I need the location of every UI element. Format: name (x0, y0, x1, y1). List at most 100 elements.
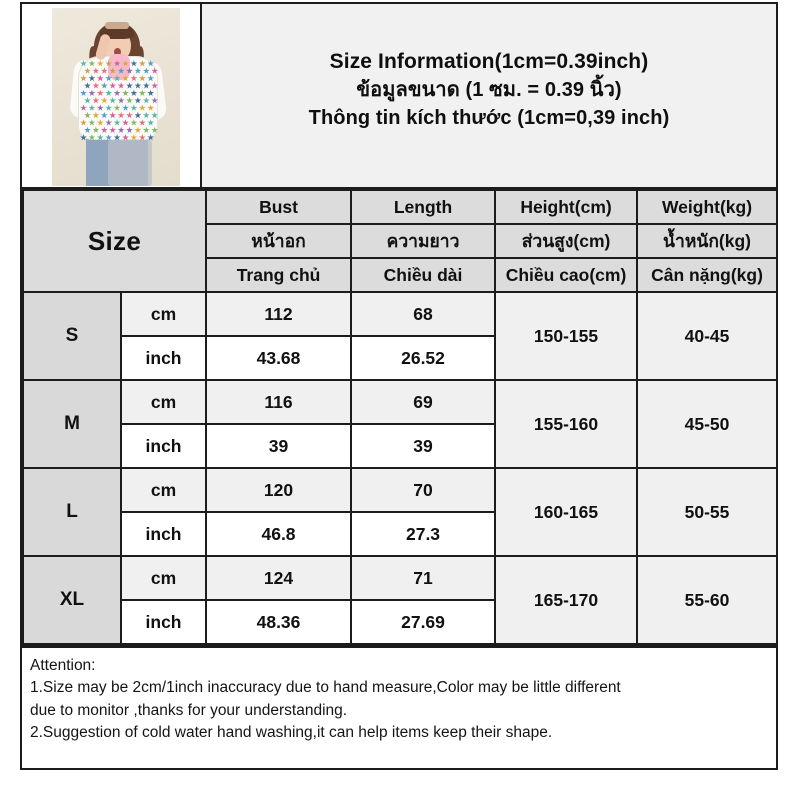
star-motif (92, 111, 100, 119)
attention-block: Attention: 1.Size may be 2cm/1inch inacc… (22, 645, 776, 784)
star-motif (84, 97, 91, 104)
table-row: inch 46.8 27.3 (23, 511, 777, 557)
star-motif (130, 74, 138, 82)
star-motif (151, 82, 159, 89)
cell-unit-inch: inch (119, 511, 208, 557)
model-skirt-lace (108, 138, 152, 186)
cell-bust-cm: 112 (205, 291, 353, 337)
table-header-row-th: หน้าอก ความยาว ส่วนสูง(cm) น้ำหนัก(kg) (23, 223, 779, 259)
cell-length-inch: 39 (350, 423, 497, 469)
cell-bust-inch: 39 (205, 423, 353, 469)
header-length-vi: Chiều dài (350, 257, 497, 293)
cell-bust-inch: 43.68 (205, 335, 353, 381)
header-height-en: Height(cm) (494, 189, 639, 225)
product-photo-cell (22, 4, 202, 187)
star-motif (117, 126, 125, 133)
cell-length-cm: 69 (350, 379, 497, 425)
cell-bust-cm: 124 (205, 555, 353, 601)
attention-line-2: due to monitor ,thanks for your understa… (30, 701, 348, 719)
star-motif (151, 111, 159, 119)
star-motif (92, 126, 100, 133)
table-header-row-en: Size Bust Length Height(cm) Weight(kg) (21, 189, 779, 293)
cell-weight-range: 45-50 (636, 379, 779, 469)
table-row: XL cm 124 71 165-170 55-60 (22, 555, 779, 645)
star-motif (130, 89, 138, 96)
cell-unit-cm: cm (119, 467, 208, 513)
star-motif (84, 82, 91, 89)
star-motif (117, 111, 125, 119)
star-motif (96, 89, 104, 96)
attention-heading: Attention: (30, 657, 96, 674)
cell-length-inch: 26.52 (350, 335, 497, 381)
star-motif (117, 67, 125, 74)
cell-unit-cm: cm (119, 379, 208, 425)
star-motif (96, 104, 104, 111)
star-motif (84, 67, 91, 74)
cell-length-cm: 68 (350, 291, 497, 337)
title-thai: ข้อมูลขนาด (1 ซม. = 0.39 นิ้ว) (356, 78, 622, 101)
star-motif (134, 67, 142, 74)
star-motif (138, 74, 146, 82)
star-motif (80, 60, 87, 67)
star-motif (130, 104, 138, 111)
star-motif (134, 126, 142, 133)
title-english: Size Information(1cm=0.39inch) (329, 50, 649, 73)
star-motif (122, 134, 129, 141)
table-header-row-vi: Trang chủ Chiều dài Chiều cao(cm) Cân nặ… (23, 257, 779, 293)
star-motif (113, 60, 121, 67)
star-motif (134, 111, 142, 119)
header-weight-th: น้ำหนัก(kg) (636, 223, 779, 259)
star-motif (100, 82, 108, 89)
cell-size-label: S (22, 291, 122, 381)
header-height-vi: Chiều cao(cm) (494, 257, 639, 293)
cell-bust-inch: 48.36 (205, 599, 353, 645)
star-motif (80, 119, 87, 126)
cell-length-inch: 27.69 (350, 599, 497, 645)
product-photo-image (52, 8, 180, 186)
star-motif (117, 82, 125, 89)
star-motif (122, 119, 129, 126)
star-motif (126, 97, 133, 104)
star-motif (88, 60, 96, 67)
cell-unit-cm: cm (119, 291, 208, 337)
star-motif (100, 67, 108, 74)
star-motif (130, 60, 138, 67)
header-height-th: ส่วนสูง(cm) (494, 223, 639, 259)
star-motif (88, 74, 96, 82)
star-motif (109, 82, 117, 89)
header-bust-en: Bust (205, 189, 353, 225)
cell-bust-cm: 120 (205, 467, 353, 513)
header-length-en: Length (350, 189, 497, 225)
cell-weight-range: 55-60 (636, 555, 779, 645)
star-motif (122, 89, 129, 96)
cell-height-range: 165-170 (494, 555, 639, 645)
star-motif (96, 134, 104, 141)
star-motif (134, 97, 142, 104)
star-motif (113, 104, 121, 111)
cell-size-label: L (22, 467, 122, 557)
cell-bust-cm: 116 (205, 379, 353, 425)
star-motif (122, 104, 129, 111)
table-row: inch 39 39 (23, 423, 777, 469)
header-band: Size Information(1cm=0.39inch) ข้อมูลขนา… (22, 4, 776, 189)
star-motif (142, 111, 150, 119)
star-motif (142, 67, 150, 74)
star-motif (147, 60, 155, 67)
star-motif (147, 119, 155, 126)
header-bust-th: หน้าอก (205, 223, 353, 259)
star-motif (126, 82, 133, 89)
star-motif (134, 82, 142, 89)
cell-size-label: XL (22, 555, 122, 645)
cell-bust-inch: 46.8 (205, 511, 353, 557)
cell-unit-inch: inch (119, 423, 208, 469)
star-motif (88, 119, 96, 126)
table-row: inch 43.68 26.52 (23, 335, 777, 381)
header-bust-vi: Trang chủ (205, 257, 353, 293)
star-motif (113, 74, 121, 82)
cell-height-range: 155-160 (494, 379, 639, 469)
star-motif (126, 67, 133, 74)
star-motif (109, 97, 117, 104)
star-motif (80, 104, 87, 111)
